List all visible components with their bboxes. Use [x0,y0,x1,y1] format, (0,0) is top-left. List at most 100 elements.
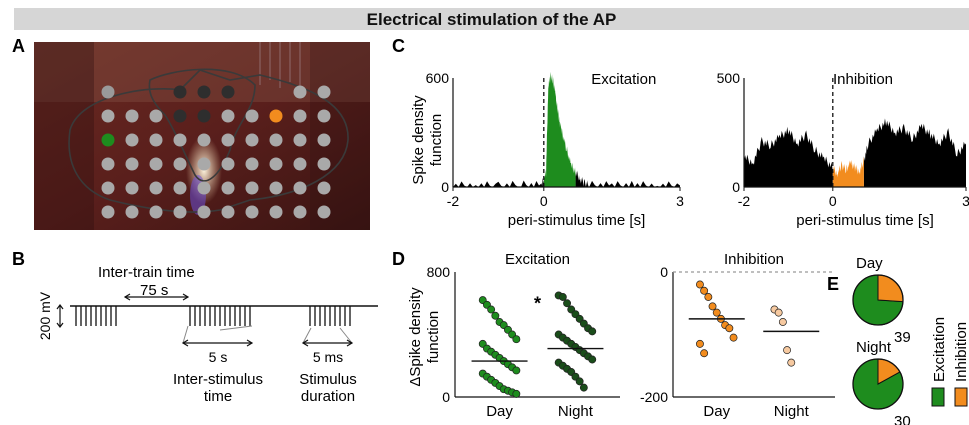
data-point [778,318,787,326]
pie-outline [852,358,904,410]
electrode-dot [101,157,115,171]
electrode-dot [173,85,187,99]
data-point [575,377,584,386]
panel-b-protocol [56,293,378,347]
panel-letter-b: B [12,249,25,269]
data-point [774,308,783,317]
electrode-dot [269,133,283,147]
baseline-area [863,118,966,187]
electrode-grid [101,85,331,219]
d-ylabel-line1: ΔSpike density [407,287,424,387]
panel-letter-d: D [392,249,405,269]
data-point [700,286,709,295]
interstim-label-line2: time [204,388,232,405]
electrode-dot [245,109,259,123]
data-point [579,383,588,392]
pulse-train [75,306,351,326]
data-point [783,346,792,355]
data-point [487,305,496,314]
electrode-dot [293,109,307,123]
electrode-dot [101,109,115,123]
panel-d-inhibition-chart: 0 -200 Day Night Inhibition [640,251,835,420]
data-point [512,366,521,375]
legend-label-inhibition: Inhibition [953,322,969,382]
y-tick-label: 0 [442,389,450,405]
electrode-dot [317,181,331,195]
electrode-dot [317,85,331,99]
category-label: Day [703,403,730,420]
chart-title: Excitation [591,71,656,88]
intertrain-value: 75 s [140,282,168,299]
data-point [729,333,738,342]
pie-label: Day [856,255,883,272]
data-point [512,389,521,398]
significance-marker: * [534,294,541,314]
electrode-dot [293,85,307,99]
data-point [712,308,721,317]
x-tick-label: 3 [962,193,969,209]
y-tick-label: 600 [426,70,450,86]
category-label: Night [774,403,810,420]
baseline-area [453,177,544,187]
electrode-dot [197,181,211,195]
legend-swatch-inhibition [954,387,968,407]
electrode-dot [221,133,235,147]
x-axis-label: peri-stimulus time [s] [508,212,646,229]
electrode-dot [317,109,331,123]
x-axis-label: peri-stimulus time [s] [796,212,934,229]
y-tick-label: 800 [427,264,451,280]
response-area [832,156,864,187]
electrode-dot [173,157,187,171]
electrode-dot [101,181,115,195]
electrode-dot [173,181,187,195]
response-area [543,71,576,187]
x-tick-label: 0 [829,193,837,209]
x-tick-label: -2 [447,193,460,209]
data-point [725,324,734,333]
chart-title: Excitation [505,251,570,268]
pie-n-label: 39 [894,329,911,346]
panel-d-excitation-chart: 800 0 Day Night Excitation * [427,251,620,420]
y-tick-label: 0 [441,179,449,195]
electrode-dot [293,205,307,219]
y-tick-label: -200 [640,389,668,405]
electrode-dot [197,157,211,171]
electrode-dot [245,205,259,219]
panel-letter-c: C [392,36,405,56]
pie-label: Night [856,339,892,356]
electrode-dot [149,133,163,147]
voltage-scale-label: 200 mV [37,291,53,340]
x-tick-label: 0 [540,193,548,209]
chart-title: Inhibition [833,71,893,88]
data-point [512,335,521,344]
data-point [588,327,597,336]
baseline-area [744,126,833,187]
electrode-dot [317,205,331,219]
d-ylabel-line2: function [425,311,442,364]
data-point [588,355,597,364]
electrode-dot [149,181,163,195]
duration-label-line2: duration [301,388,355,405]
figure-title-bar: Electrical stimulation of the AP [14,8,969,30]
panel-a-brain-photo [34,42,370,230]
category-label: Night [558,403,594,420]
y-tick-label: 0 [660,264,668,280]
c-ylabel-line1: Spike density [410,95,427,185]
electrode-dot [221,181,235,195]
electrode-dot [101,85,115,99]
electrode-dot [173,133,187,147]
electrode-dot [221,109,235,123]
baseline-area [575,170,680,187]
y-tick-label: 0 [732,179,740,195]
legend-swatch-excitation [931,387,945,407]
category-label: Day [486,403,513,420]
electrode-dot [269,181,283,195]
duration-value: 5 ms [313,349,343,365]
electrode-dot [317,157,331,171]
electrode-dot [125,181,139,195]
x-tick-label: 3 [676,193,684,209]
data-point [787,358,796,367]
